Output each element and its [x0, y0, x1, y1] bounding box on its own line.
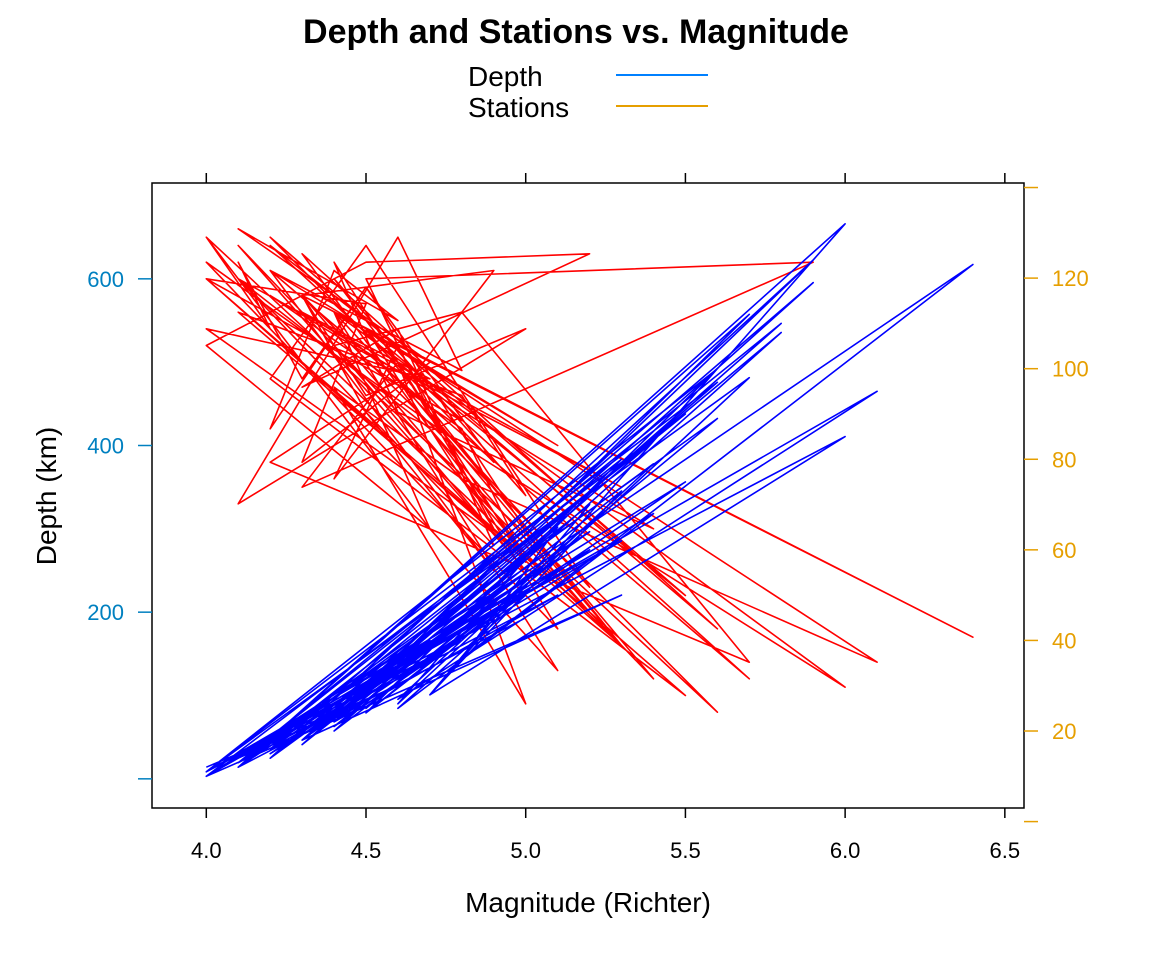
y2-tick-label: 120 — [1052, 266, 1089, 291]
y2-tick-label: 40 — [1052, 628, 1076, 653]
x-axis: 4.0 4.5 5.0 5.5 6.0 6.5 — [191, 173, 1020, 863]
y-tick-label: 400 — [87, 434, 124, 459]
chart-title: Depth and Stations vs. Magnitude — [303, 13, 849, 51]
y-axis-label: Depth (km) — [31, 427, 62, 565]
series-line-depth — [205, 228, 974, 714]
y2-tick-label: 100 — [1052, 357, 1089, 382]
series-layer — [205, 223, 974, 778]
y2-tick-label: 20 — [1052, 719, 1076, 744]
plot-frame — [151, 182, 1025, 809]
x-tick-label: 5.0 — [510, 838, 541, 863]
y2-tick-label: 60 — [1052, 538, 1076, 563]
legend-stations-label: Stations — [468, 92, 569, 123]
x-tick-label: 5.5 — [670, 838, 701, 863]
y2-tick-label: 80 — [1052, 447, 1076, 472]
y-tick-label: 200 — [87, 600, 124, 625]
legend-depth-label: Depth — [468, 61, 543, 92]
series-line-stations — [205, 223, 974, 778]
x-tick-label: 4.0 — [191, 838, 222, 863]
legend: Depth Stations — [468, 61, 708, 123]
x-tick-label: 6.5 — [990, 838, 1021, 863]
y-axis-depth: 200 400 600 — [87, 267, 152, 780]
x-tick-label: 4.5 — [351, 838, 382, 863]
y-axis-stations: 20 40 60 80 100 120 — [1024, 186, 1089, 823]
y-tick-label: 600 — [87, 267, 124, 292]
x-tick-label: 6.0 — [830, 838, 861, 863]
x-axis-label: Magnitude (Richter) — [465, 887, 711, 918]
